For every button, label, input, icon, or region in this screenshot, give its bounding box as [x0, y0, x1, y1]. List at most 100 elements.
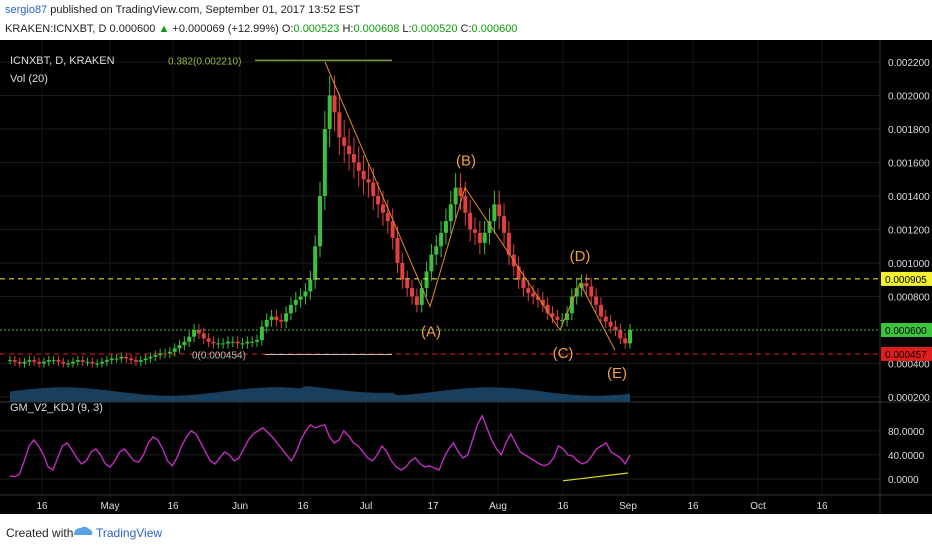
- candle-body: [468, 212, 473, 230]
- wave-label: (A): [421, 324, 441, 341]
- candle-body: [380, 204, 385, 213]
- price-candles: [8, 75, 632, 368]
- candle-body: [95, 363, 100, 365]
- low-label: L:: [399, 23, 412, 35]
- high-value: 0.000608: [353, 23, 400, 35]
- candle-body: [104, 360, 109, 362]
- open-label: O:: [278, 23, 294, 35]
- price-label-text: 0.000905: [885, 275, 927, 286]
- kdj-line: [9, 414, 631, 478]
- candle-body: [177, 345, 182, 349]
- chart-svg[interactable]: 0.382(0.002210) 0(0.000454) (A) (B) (C) (D) (E…: [0, 40, 932, 514]
- candle-body: [138, 360, 143, 362]
- candle-body: [497, 204, 502, 217]
- close-label: C:: [457, 23, 472, 35]
- up-arrow-icon: ▲: [158, 23, 170, 35]
- author-link[interactable]: sergio87: [5, 4, 48, 16]
- fib-label-0382: 0.382(0.002210): [168, 56, 241, 67]
- candle-body: [482, 232, 487, 243]
- price-label-box: [881, 323, 932, 337]
- y-tick-label: 0.002200: [888, 58, 930, 69]
- kdj-label: GM_V2_KDJ (9, 3): [10, 402, 103, 414]
- candle-body: [66, 363, 71, 365]
- candle-body: [27, 360, 32, 362]
- candle-body: [269, 316, 274, 320]
- candle-body: [284, 313, 289, 322]
- candle-body: [192, 330, 197, 337]
- candle-body: [405, 279, 410, 289]
- candle-body: [618, 330, 623, 339]
- candle-body: [608, 321, 613, 327]
- candle-body: [279, 319, 284, 322]
- candle-body: [17, 361, 22, 364]
- candle-body: [565, 313, 570, 320]
- candle-body: [400, 263, 405, 280]
- candle-body: [395, 237, 400, 263]
- candle-body: [332, 95, 337, 113]
- candle-body: [560, 319, 565, 321]
- y-tick-label: 0.000200: [888, 393, 930, 404]
- x-tick-label: 16: [687, 501, 699, 512]
- candle-body: [206, 338, 211, 342]
- candle-body: [308, 279, 313, 292]
- kdj-y-tick-label: 80.0000: [888, 427, 925, 438]
- candle-body: [90, 361, 95, 364]
- candle-body: [526, 288, 531, 294]
- candle-body: [366, 179, 371, 183]
- y-tick-label: 0.001800: [888, 125, 930, 136]
- candle-body: [109, 358, 114, 361]
- candle-body: [458, 187, 463, 196]
- candle-body: [613, 326, 618, 330]
- kdj-y-tick-label: 40.0000: [888, 451, 925, 462]
- y-tick-label: 0.000800: [888, 293, 930, 304]
- x-tick-label: Sep: [619, 501, 637, 512]
- candle-body: [506, 232, 511, 255]
- candle-body: [12, 360, 17, 362]
- created-with-text: Created with: [6, 526, 74, 540]
- candle-body: [385, 212, 390, 222]
- x-tick-label: 16: [297, 501, 309, 512]
- close-value: 0.000600: [471, 23, 518, 35]
- candle-body: [153, 355, 158, 357]
- publish-line: sergio87 published on TradingView.com, S…: [5, 4, 360, 16]
- candle-body: [516, 266, 521, 280]
- symbol-line: KRAKEN:ICNXBT, D 0.000600 ▲ +0.000069 (+…: [5, 23, 517, 35]
- x-tick-label: 16: [36, 501, 48, 512]
- candle-body: [221, 343, 226, 345]
- candle-body: [259, 326, 264, 341]
- candle-body: [318, 196, 322, 247]
- symbol-price: KRAKEN:ICNXBT, D 0.000600: [5, 23, 156, 35]
- price-label-text: 0.000600: [885, 326, 927, 337]
- x-tick-label: 16: [816, 501, 828, 512]
- x-tick-label: Aug: [489, 501, 507, 512]
- candle-body: [448, 204, 453, 222]
- candle-body: [80, 360, 85, 362]
- candle-body: [410, 288, 415, 297]
- candle-body: [264, 319, 269, 327]
- candle-body: [56, 360, 61, 362]
- wave-label: (D): [570, 248, 591, 265]
- candle-body: [124, 356, 129, 359]
- wave-label: (B): [456, 153, 476, 170]
- candle-body: [342, 137, 347, 146]
- fib-label-0: 0(0.000454): [192, 350, 246, 361]
- y-tick-label: 0.001200: [888, 226, 930, 237]
- candle-body: [390, 221, 395, 238]
- y-tick-label: 0.001000: [888, 259, 930, 270]
- chart-drawings: 0.382(0.002210) 0(0.000454) (A) (B) (C) (D) (E…: [0, 56, 880, 382]
- candle-body: [37, 361, 42, 364]
- candle-body: [361, 170, 366, 180]
- change-text: +0.000069 (+12.99%): [172, 23, 279, 35]
- candle-body: [51, 360, 56, 362]
- kdj-y-tick-label: 0.0000: [888, 475, 919, 486]
- candle-body: [288, 304, 293, 314]
- candle-body: [521, 279, 526, 289]
- chart-area[interactable]: 0.382(0.002210) 0(0.000454) (A) (B) (C) (D) (E…: [0, 40, 932, 514]
- candle-body: [216, 343, 221, 345]
- tradingview-brand-link[interactable]: TradingView: [96, 526, 163, 540]
- y-tick-label: 0.001600: [888, 159, 930, 170]
- volume-fill: [10, 386, 630, 442]
- candle-body: [540, 299, 545, 305]
- candle-body: [337, 112, 342, 138]
- candle-body: [545, 304, 550, 314]
